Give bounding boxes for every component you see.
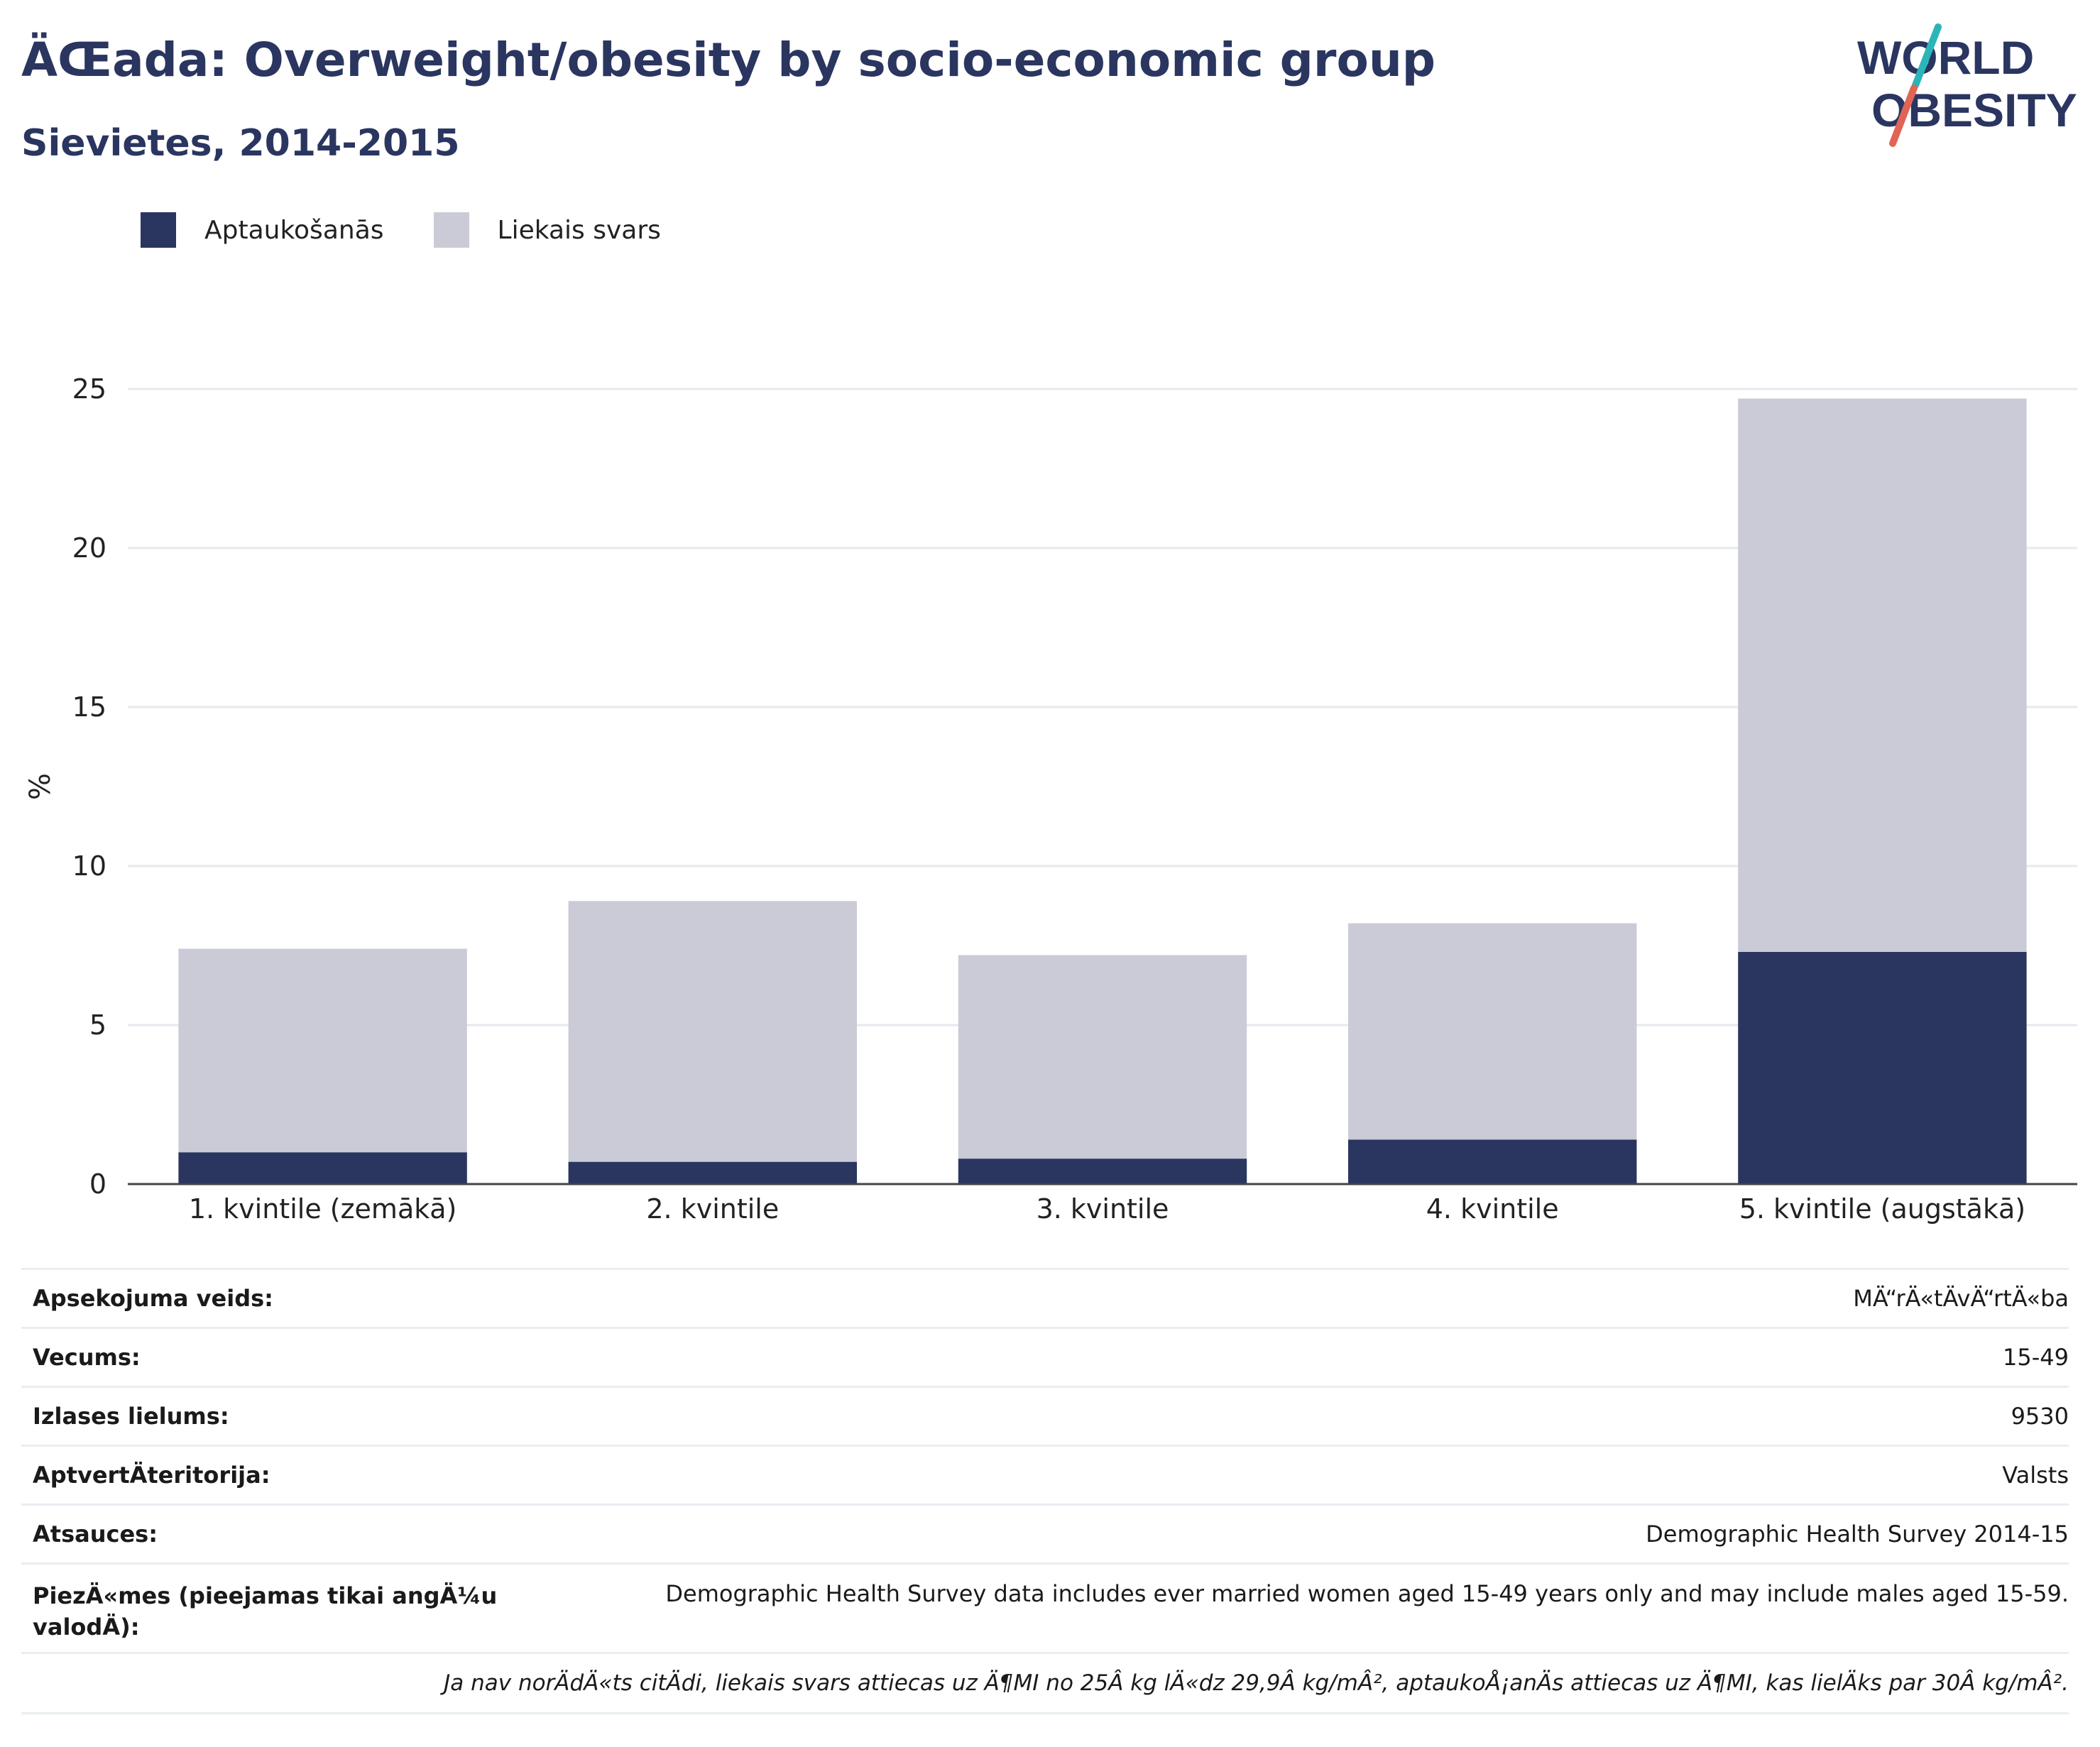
bar-obesity xyxy=(1738,951,2027,1184)
legend-item-obesity[interactable]: Aptaukošanās xyxy=(141,212,384,248)
footnote-text: Ja nav norÄdÄ«ts citÄdi, liekais svars a… xyxy=(444,1670,2069,1696)
y-tick-label: 5 xyxy=(89,1009,106,1041)
info-value: 9530 xyxy=(2011,1403,2069,1430)
y-tick-label: 0 xyxy=(89,1168,106,1200)
y-tick-label: 20 xyxy=(72,532,106,564)
x-tick-label: 1. kvintile (zemākā) xyxy=(189,1193,457,1225)
logo-slash-teal xyxy=(1912,23,1942,89)
info-label: Apsekojuma veids: xyxy=(33,1285,273,1312)
y-tick-label: 25 xyxy=(72,373,106,405)
world-obesity-logo: WORLD OBESITY xyxy=(1857,23,2077,147)
legend-item-overweight[interactable]: Liekais svars xyxy=(433,212,661,248)
info-value: Valsts xyxy=(2002,1462,2069,1489)
chart-legend: Aptaukošanās Liekais svars xyxy=(141,210,711,250)
x-tick-label: 2. kvintile xyxy=(646,1193,779,1225)
chart-subtitle: Sievietes, 2014-2015 xyxy=(21,122,460,165)
legend-swatch-obesity xyxy=(141,212,176,248)
logo-slash-red xyxy=(1889,84,1918,147)
logo-word-world: WORLD xyxy=(1857,31,2034,84)
bar-overweight xyxy=(958,955,1247,1159)
legend-swatch-overweight xyxy=(433,212,469,248)
bar-overweight xyxy=(178,948,467,1153)
info-value: 15-49 xyxy=(2003,1344,2069,1371)
y-tick-label: 15 xyxy=(72,691,106,723)
bar-obesity xyxy=(1347,1139,1637,1184)
info-row-sample-size: Izlases lielums: 9530 xyxy=(21,1386,2069,1445)
info-label: AptvertÄteritorija: xyxy=(33,1462,270,1489)
info-row-notes: PiezÄ«mes (pieejamas tikai angÄ¼u valodÄ… xyxy=(21,1562,2069,1652)
info-row-footnote: Ja nav norÄdÄ«ts citÄdi, liekais svars a… xyxy=(21,1652,2069,1714)
info-label: Atsauces: xyxy=(33,1521,158,1548)
legend-label-obesity: Aptaukošanās xyxy=(204,215,384,245)
info-row-survey-type: Apsekojuma veids: MÄ“rÄ«tÄvÄ“rtÄ«ba xyxy=(21,1268,2069,1327)
x-tick-label: 4. kvintile xyxy=(1426,1193,1559,1225)
info-row-age: Vecums: 15-49 xyxy=(21,1327,2069,1386)
chart-title: ÄŒada: Overweight/obesity by socio-econo… xyxy=(21,33,1436,87)
bar-overweight xyxy=(1347,923,1637,1140)
info-row-references: Atsauces: Demographic Health Survey 2014… xyxy=(21,1504,2069,1562)
bar-overweight xyxy=(568,901,858,1162)
info-value: Demographic Health Survey 2014-15 xyxy=(1646,1521,2069,1548)
info-value: MÄ“rÄ«tÄvÄ“rtÄ«ba xyxy=(1853,1285,2069,1312)
y-tick-label: 10 xyxy=(72,850,106,882)
info-label: Vecums: xyxy=(33,1344,141,1371)
info-table: Apsekojuma veids: MÄ“rÄ«tÄvÄ“rtÄ«ba Vecu… xyxy=(21,1268,2069,1714)
bar-obesity xyxy=(178,1152,467,1184)
x-tick-label: 5. kvintile (augstākā) xyxy=(1739,1193,2025,1225)
stacked-bar-chart: 0 5 10 15 20 25% 1. kvintile (zemākā) 2. kvinti… xyxy=(24,373,2077,1225)
bar-overweight xyxy=(1738,398,2027,952)
bar-obesity xyxy=(958,1159,1247,1184)
y-axis-label: % xyxy=(24,773,57,800)
x-tick-label: 3. kvintile xyxy=(1037,1193,1169,1225)
info-label: PiezÄ«mes (pieejamas tikai angÄ¼u valodÄ… xyxy=(33,1582,498,1641)
info-row-coverage: AptvertÄteritorija: Valsts xyxy=(21,1445,2069,1504)
info-value: Demographic Health Survey data includes … xyxy=(665,1580,2069,1607)
legend-label-overweight: Liekais svars xyxy=(497,215,661,245)
bar-obesity xyxy=(568,1161,858,1184)
info-label: Izlases lielums: xyxy=(33,1403,229,1430)
